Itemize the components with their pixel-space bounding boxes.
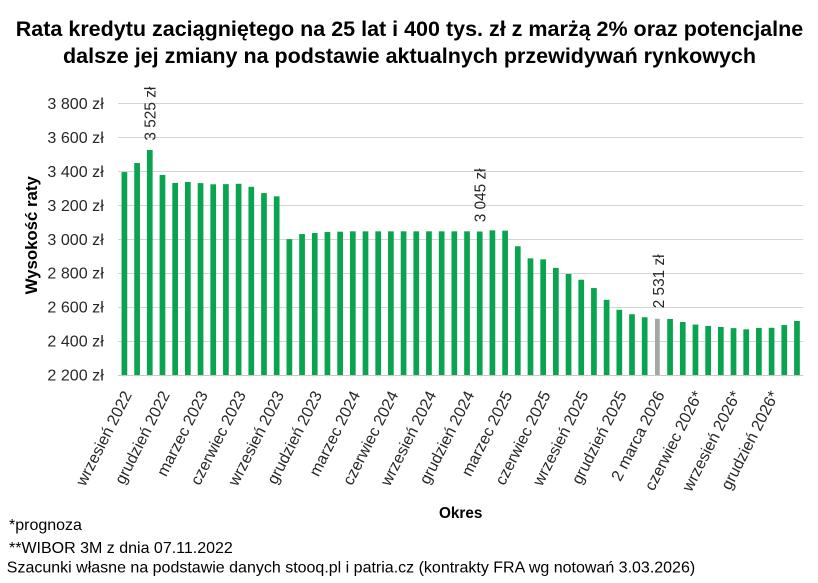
svg-text:3 800 zł: 3 800 zł bbox=[47, 95, 104, 113]
svg-text:3 400 zł: 3 400 zł bbox=[47, 163, 104, 181]
svg-text:**WIBOR 3M z dnia 07.11.2022: **WIBOR 3M z dnia 07.11.2022 bbox=[9, 540, 233, 557]
svg-text:3 045 zł: 3 045 zł bbox=[472, 168, 489, 222]
svg-text:dalsze jej zmiany na podstawie: dalsze jej zmiany na podstawie aktualnyc… bbox=[63, 44, 756, 68]
svg-text:3 525 zł: 3 525 zł bbox=[142, 86, 159, 140]
svg-text:Okres: Okres bbox=[439, 505, 482, 522]
svg-text:*prognoza: *prognoza bbox=[9, 517, 82, 534]
svg-text:Wysokość raty: Wysokość raty bbox=[22, 176, 41, 295]
svg-text:2 400 zł: 2 400 zł bbox=[47, 333, 104, 351]
svg-text:2 600 zł: 2 600 zł bbox=[47, 299, 104, 317]
svg-text:2 800 zł: 2 800 zł bbox=[47, 265, 104, 283]
svg-text:3 600 zł: 3 600 zł bbox=[47, 129, 104, 147]
svg-text:Rata kredytu zaciągniętego na: Rata kredytu zaciągniętego na 25 lat i 4… bbox=[16, 17, 803, 41]
svg-text:3 000 zł: 3 000 zł bbox=[47, 231, 104, 249]
svg-text:2 531 zł: 2 531 zł bbox=[651, 254, 668, 308]
svg-text:Szacunki własne na podstawie d: Szacunki własne na podstawie danych stoo… bbox=[7, 559, 695, 576]
svg-text:2 200 zł: 2 200 zł bbox=[47, 367, 104, 385]
svg-text:3 200 zł: 3 200 zł bbox=[47, 197, 104, 215]
